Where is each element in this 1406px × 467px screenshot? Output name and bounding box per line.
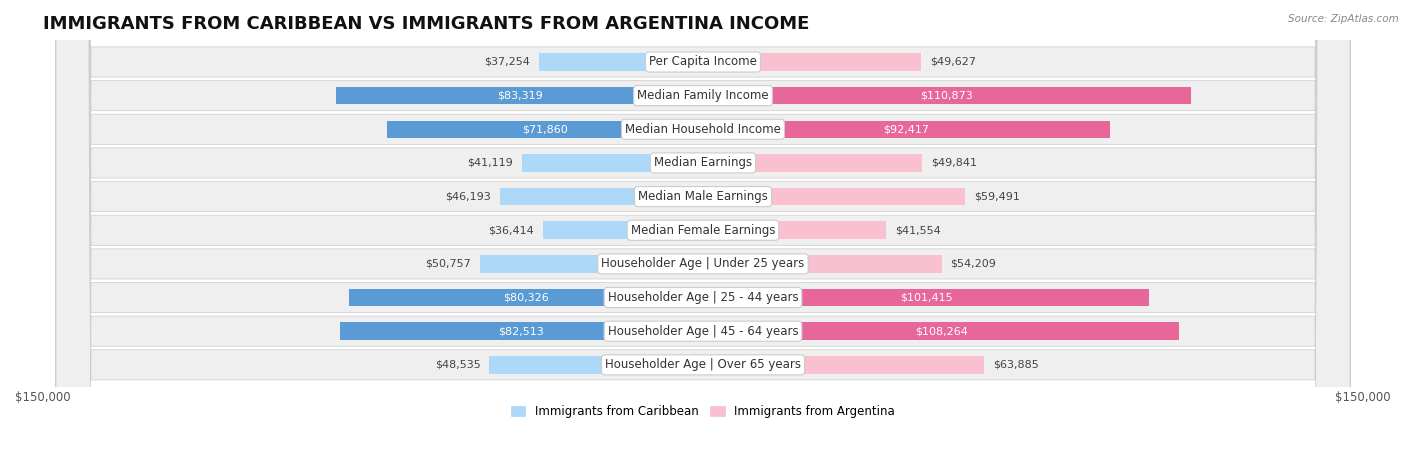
Bar — [703, 255, 942, 273]
Bar — [489, 356, 703, 374]
Text: IMMIGRANTS FROM CARIBBEAN VS IMMIGRANTS FROM ARGENTINA INCOME: IMMIGRANTS FROM CARIBBEAN VS IMMIGRANTS … — [42, 15, 810, 33]
Text: Householder Age | 45 - 64 years: Householder Age | 45 - 64 years — [607, 325, 799, 338]
FancyBboxPatch shape — [56, 0, 1350, 467]
Text: Per Capita Income: Per Capita Income — [650, 56, 756, 69]
Text: $110,873: $110,873 — [921, 91, 973, 100]
Bar — [703, 188, 965, 205]
Bar — [538, 53, 703, 71]
FancyBboxPatch shape — [56, 0, 1350, 467]
Bar — [703, 322, 1180, 340]
Text: $41,119: $41,119 — [467, 158, 513, 168]
Text: Householder Age | 25 - 44 years: Householder Age | 25 - 44 years — [607, 291, 799, 304]
Text: $80,326: $80,326 — [503, 292, 550, 303]
Text: Median Family Income: Median Family Income — [637, 89, 769, 102]
Text: $63,885: $63,885 — [993, 360, 1039, 370]
FancyBboxPatch shape — [56, 0, 1350, 467]
Text: Householder Age | Under 25 years: Householder Age | Under 25 years — [602, 257, 804, 270]
Text: Householder Age | Over 65 years: Householder Age | Over 65 years — [605, 358, 801, 371]
Text: $41,554: $41,554 — [894, 225, 941, 235]
Text: Median Household Income: Median Household Income — [626, 123, 780, 136]
Text: $101,415: $101,415 — [900, 292, 952, 303]
Text: $92,417: $92,417 — [883, 124, 929, 134]
Text: $108,264: $108,264 — [915, 326, 967, 336]
Legend: Immigrants from Caribbean, Immigrants from Argentina: Immigrants from Caribbean, Immigrants fr… — [506, 400, 900, 423]
Text: $71,860: $71,860 — [522, 124, 568, 134]
Bar — [499, 188, 703, 205]
Text: $83,319: $83,319 — [496, 91, 543, 100]
FancyBboxPatch shape — [56, 0, 1350, 467]
Text: Median Female Earnings: Median Female Earnings — [631, 224, 775, 237]
Text: $82,513: $82,513 — [499, 326, 544, 336]
FancyBboxPatch shape — [56, 0, 1350, 467]
Text: Source: ZipAtlas.com: Source: ZipAtlas.com — [1288, 14, 1399, 24]
Text: $50,757: $50,757 — [425, 259, 471, 269]
FancyBboxPatch shape — [56, 0, 1350, 467]
Text: $49,627: $49,627 — [931, 57, 976, 67]
Bar — [336, 87, 703, 105]
Bar — [703, 221, 886, 239]
Text: $46,193: $46,193 — [446, 191, 491, 202]
FancyBboxPatch shape — [56, 0, 1350, 467]
Text: Median Male Earnings: Median Male Earnings — [638, 190, 768, 203]
FancyBboxPatch shape — [56, 0, 1350, 467]
Text: $37,254: $37,254 — [484, 57, 530, 67]
Bar — [350, 289, 703, 306]
Bar — [703, 289, 1149, 306]
FancyBboxPatch shape — [56, 0, 1350, 467]
Bar — [479, 255, 703, 273]
Text: $48,535: $48,535 — [434, 360, 481, 370]
Bar — [703, 120, 1109, 138]
Text: Median Earnings: Median Earnings — [654, 156, 752, 170]
Text: $54,209: $54,209 — [950, 259, 997, 269]
Bar — [703, 53, 921, 71]
Text: $59,491: $59,491 — [973, 191, 1019, 202]
Bar — [703, 356, 984, 374]
Bar — [703, 87, 1191, 105]
Text: $36,414: $36,414 — [488, 225, 534, 235]
Bar — [387, 120, 703, 138]
Text: $49,841: $49,841 — [931, 158, 977, 168]
FancyBboxPatch shape — [56, 0, 1350, 467]
Bar — [703, 154, 922, 172]
Bar — [543, 221, 703, 239]
Bar — [340, 322, 703, 340]
Bar — [522, 154, 703, 172]
